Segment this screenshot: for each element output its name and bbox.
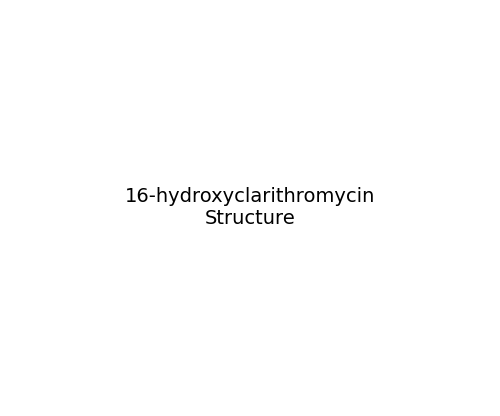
Text: 16-hydroxyclarithromycin
Structure: 16-hydroxyclarithromycin Structure: [125, 188, 375, 228]
